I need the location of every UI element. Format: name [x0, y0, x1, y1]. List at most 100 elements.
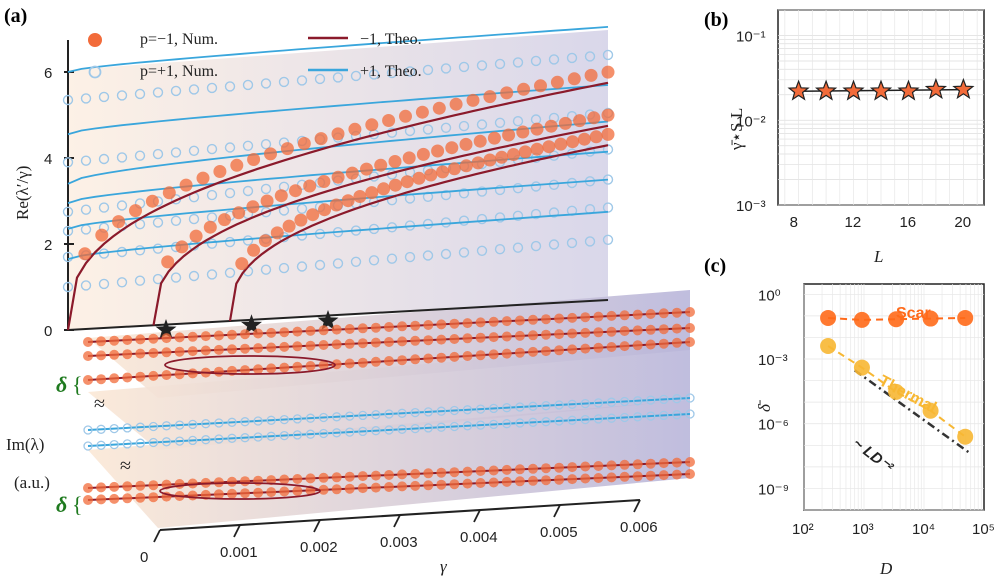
- num-even-point: [548, 239, 560, 250]
- im-odd-b1-point: [148, 480, 159, 491]
- panel-b-xtick-label: 20: [954, 214, 971, 231]
- legend-label-num-odd: p=−1, Num.: [140, 31, 218, 48]
- im-even-low-point: [109, 439, 119, 450]
- im-even-top-point: [318, 412, 329, 423]
- num-even-point: [242, 79, 254, 91]
- im-odd-mid-point: [200, 345, 211, 356]
- im-odd-low-point: [645, 339, 656, 350]
- panel-a-curves: [62, 26, 695, 505]
- num-even-point: [260, 264, 272, 275]
- num-even-point: [458, 247, 470, 258]
- im-odd-top-point: [658, 308, 669, 319]
- num-even-point: [602, 144, 614, 155]
- num-even-point: [566, 52, 578, 64]
- im-odd-mid-point: [187, 346, 198, 357]
- im-odd-top-point: [501, 316, 512, 327]
- panel-c-ytick-label: 10⁰: [758, 287, 781, 304]
- im-odd-mid-point: [671, 323, 682, 334]
- im-odd-top-point: [410, 320, 421, 331]
- im-even-top-point: [685, 393, 695, 403]
- im-odd-mid-point: [331, 339, 342, 350]
- im-odd-mid-point: [475, 332, 486, 343]
- im-odd-low-point: [109, 373, 120, 384]
- im-odd-b1-point: [541, 463, 551, 474]
- im-odd-b1-point: [671, 457, 682, 468]
- im-odd-b1-point: [632, 459, 643, 470]
- im-even-low-point: [148, 437, 159, 448]
- num-even-point: [116, 152, 128, 163]
- im-odd-b2-point: [619, 471, 630, 482]
- im-odd-b2-point: [96, 494, 107, 505]
- im-odd-b1-point: [227, 476, 237, 487]
- im-odd-top-point: [174, 332, 185, 343]
- im-odd-b2-point: [475, 478, 486, 488]
- num-odd-point: [329, 198, 343, 212]
- num-odd-point: [235, 257, 249, 271]
- im-odd-top-point: [567, 312, 578, 323]
- im-odd-mid-point: [240, 343, 250, 354]
- im-odd-b2-point: [83, 495, 93, 505]
- im-even-top-point: [96, 424, 106, 434]
- num-even-point: [440, 217, 452, 228]
- num-even-point: [152, 243, 164, 254]
- im-odd-top-point: [619, 310, 630, 321]
- num-even-point: [80, 280, 92, 291]
- num-odd-point: [377, 182, 391, 196]
- im-odd-b2-point: [213, 489, 224, 500]
- num-even-point: [422, 250, 434, 261]
- num-odd-point: [601, 127, 615, 141]
- gamma-axis-ticks: 0 0.001 0.002 0.003 0.004 0.005 0.006: [140, 499, 658, 566]
- num-odd-point: [400, 175, 414, 189]
- im-even-top-point: [397, 408, 407, 418]
- im-even-low-point: [188, 435, 198, 446]
- num-even-point: [440, 63, 452, 74]
- num-odd-point: [213, 165, 227, 178]
- im-even-top-point: [240, 417, 250, 427]
- im-even-low-point: [135, 438, 145, 448]
- im-odd-b2-point: [685, 469, 695, 479]
- num-even-point: [152, 148, 164, 160]
- num-even-point: [296, 261, 308, 272]
- im-odd-top-point: [436, 319, 447, 330]
- im-even-low-point: [475, 420, 486, 430]
- num-odd-point: [129, 204, 142, 218]
- num-odd-point: [416, 147, 430, 161]
- panel-c-point: [957, 309, 974, 326]
- theo-even-line: [67, 210, 609, 260]
- num-even-point: [80, 155, 92, 166]
- im-odd-top-point: [331, 324, 342, 335]
- num-even-point: [260, 183, 272, 195]
- im-odd-b1-point: [514, 464, 525, 475]
- im-even-low-point: [410, 423, 420, 434]
- legend-label-theo-odd: −1, Theo.: [360, 31, 422, 48]
- im-even-low-point: [436, 422, 446, 432]
- im-odd-top-point: [514, 315, 525, 326]
- im-odd-mid-point: [292, 341, 303, 352]
- im-even-top-point: [606, 397, 617, 407]
- im-odd-low-point: [135, 371, 146, 382]
- panel-b-xlabel: L: [873, 247, 883, 266]
- num-even-point: [206, 189, 218, 201]
- num-odd-point: [558, 116, 572, 130]
- im-odd-mid-point: [83, 351, 93, 361]
- im-axis-label-2: (a.u.): [14, 473, 50, 492]
- num-odd-point: [161, 255, 175, 269]
- im-odd-b2-point: [645, 470, 656, 481]
- im-odd-top-point: [213, 330, 224, 341]
- num-even-point: [476, 186, 488, 197]
- im-axis-label-1: Im(λ): [6, 435, 44, 454]
- num-even-point: [206, 82, 218, 94]
- im-even-low-point: [489, 419, 499, 430]
- im-even-top-point: [358, 410, 368, 421]
- num-even-point: [242, 185, 254, 197]
- num-even-point: [584, 51, 596, 62]
- fit-line: [853, 369, 972, 455]
- panel-c-point: [888, 311, 905, 328]
- im-odd-b2-point: [632, 471, 643, 482]
- num-odd-point: [507, 148, 520, 161]
- im-odd-b1-point: [475, 466, 486, 476]
- im-even-low-point: [672, 410, 682, 420]
- im-odd-mid-point: [541, 329, 551, 340]
- num-even-point: [62, 251, 74, 263]
- num-odd-point: [502, 128, 516, 142]
